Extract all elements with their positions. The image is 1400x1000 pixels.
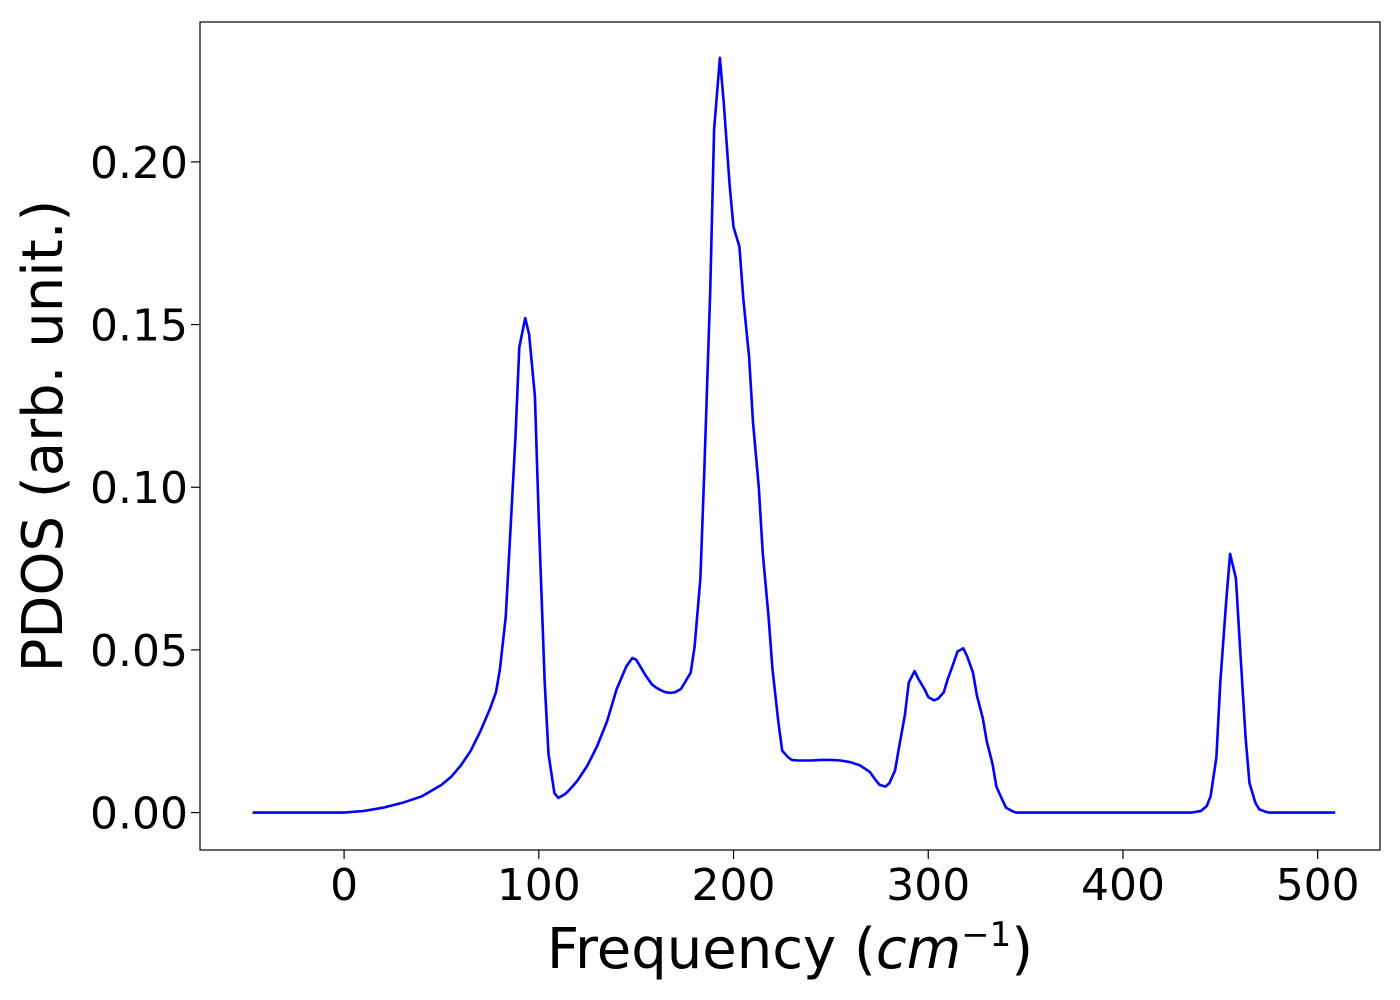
x-axis-title-exponent: −1 bbox=[961, 915, 1011, 955]
x-tick-label: 200 bbox=[692, 860, 776, 911]
y-axis-ticks: 0.00 0.05 0.10 0.15 0.20 bbox=[90, 138, 200, 840]
x-axis-title-unit: cm bbox=[876, 917, 961, 982]
x-tick-label: 500 bbox=[1276, 860, 1360, 911]
x-tick-label: 0 bbox=[330, 860, 358, 911]
x-axis-ticks: 0 100 200 300 400 500 bbox=[330, 850, 1360, 911]
x-tick-label: 300 bbox=[886, 860, 970, 911]
x-tick-label: 100 bbox=[497, 860, 581, 911]
y-tick-label: 0.00 bbox=[90, 789, 188, 840]
series-line bbox=[252, 56, 1336, 814]
x-axis-title-text: Frequency ( bbox=[547, 917, 876, 982]
plot-frame bbox=[199, 21, 1381, 851]
y-tick-label: 0.15 bbox=[90, 301, 188, 352]
y-tick-label: 0.05 bbox=[90, 626, 188, 677]
x-axis-title-close: ) bbox=[1011, 917, 1033, 982]
y-tick-label: 0.20 bbox=[90, 138, 188, 189]
y-tick-label: 0.10 bbox=[90, 463, 188, 514]
y-axis-title: PDOS (arb. unit.) bbox=[11, 200, 76, 673]
x-axis-title: Frequency (cm−1) bbox=[547, 915, 1033, 982]
x-tick-label: 400 bbox=[1081, 860, 1165, 911]
